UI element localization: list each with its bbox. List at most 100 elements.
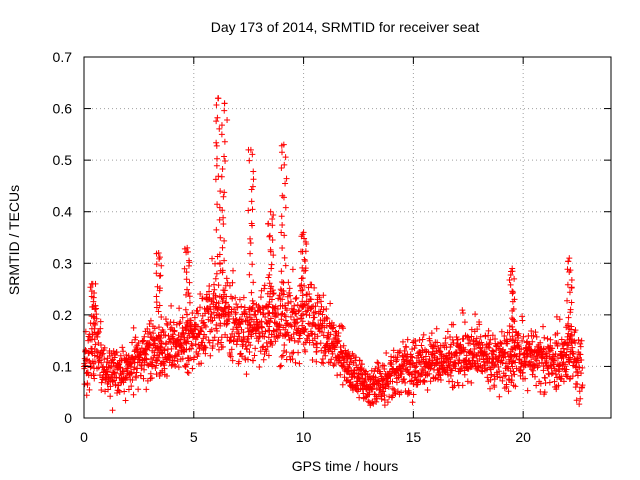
data-point	[101, 344, 108, 351]
data-point	[283, 307, 290, 314]
data-point	[247, 235, 254, 242]
data-point	[206, 288, 213, 295]
data-point	[251, 352, 258, 359]
data-point	[217, 234, 224, 241]
data-point	[296, 360, 303, 367]
data-point	[379, 362, 386, 369]
data-point	[264, 310, 271, 317]
data-point	[578, 356, 585, 363]
data-point	[566, 359, 573, 366]
data-point	[519, 317, 526, 324]
data-point	[562, 361, 569, 368]
data-point	[198, 360, 205, 367]
data-point	[174, 358, 181, 365]
data-point	[266, 232, 273, 239]
data-point	[560, 378, 567, 385]
data-point	[410, 391, 417, 398]
data-point	[249, 297, 256, 304]
data-point	[214, 114, 221, 121]
data-point	[161, 365, 168, 372]
data-point	[428, 351, 435, 358]
data-point	[509, 333, 516, 340]
data-point	[213, 162, 220, 169]
data-point	[222, 158, 229, 165]
data-point	[460, 309, 467, 316]
data-point	[82, 347, 89, 354]
data-point	[565, 258, 572, 265]
data-point	[569, 344, 576, 351]
data-point	[225, 303, 232, 310]
data-point	[246, 271, 253, 278]
x-tick-label: 10	[296, 429, 312, 445]
data-point	[186, 259, 193, 266]
data-point	[467, 340, 474, 347]
data-point	[177, 340, 184, 347]
data-point	[418, 342, 425, 349]
data-point	[128, 360, 135, 367]
data-point	[433, 325, 440, 332]
data-point	[558, 336, 565, 343]
data-point	[572, 327, 579, 334]
data-point	[246, 349, 253, 356]
data-point	[291, 337, 298, 344]
data-point	[329, 350, 336, 357]
data-point	[572, 339, 579, 346]
data-point	[323, 305, 330, 312]
x-axis-label: GPS time / hours	[292, 458, 399, 474]
data-point	[239, 318, 246, 325]
data-point	[175, 364, 182, 371]
data-point	[427, 378, 434, 385]
data-point	[195, 310, 202, 317]
y-tick-label: 0.2	[53, 307, 73, 323]
data-point	[266, 299, 273, 306]
data-point	[269, 216, 276, 223]
data-point	[575, 337, 582, 344]
data-point	[156, 373, 163, 380]
data-point	[156, 302, 163, 309]
data-point	[428, 330, 435, 337]
data-point	[260, 356, 267, 363]
data-point	[138, 345, 145, 352]
data-point	[317, 340, 324, 347]
data-point	[524, 387, 531, 394]
data-point	[286, 289, 293, 296]
data-point	[563, 366, 570, 373]
data-point	[373, 398, 380, 405]
data-point	[282, 317, 289, 324]
data-point	[532, 373, 539, 380]
data-point	[300, 229, 307, 236]
data-point	[297, 287, 304, 294]
data-point	[194, 307, 201, 314]
data-point	[221, 291, 228, 298]
data-point	[255, 338, 262, 345]
data-point	[259, 330, 266, 337]
data-point	[223, 275, 230, 282]
data-point	[540, 323, 547, 330]
data-point	[274, 305, 281, 312]
x-tick-label: 20	[515, 429, 531, 445]
data-point	[218, 122, 225, 129]
data-point	[215, 346, 222, 353]
data-point	[215, 173, 222, 180]
data-point	[557, 348, 564, 355]
data-point	[442, 335, 449, 342]
data-point	[506, 276, 513, 283]
data-point	[189, 342, 196, 349]
data-point	[243, 346, 250, 353]
data-point	[532, 329, 539, 336]
data-point	[385, 383, 392, 390]
data-point	[508, 345, 515, 352]
data-point	[215, 282, 222, 289]
data-point	[222, 282, 229, 289]
data-point	[245, 207, 252, 214]
data-point	[298, 275, 305, 282]
data-point	[276, 326, 283, 333]
data-point	[512, 383, 519, 390]
data-point	[383, 349, 390, 356]
data-point	[501, 349, 508, 356]
data-point	[377, 370, 384, 377]
data-point	[206, 303, 213, 310]
data-point	[515, 330, 522, 337]
data-point	[280, 141, 287, 148]
data-point	[350, 370, 357, 377]
